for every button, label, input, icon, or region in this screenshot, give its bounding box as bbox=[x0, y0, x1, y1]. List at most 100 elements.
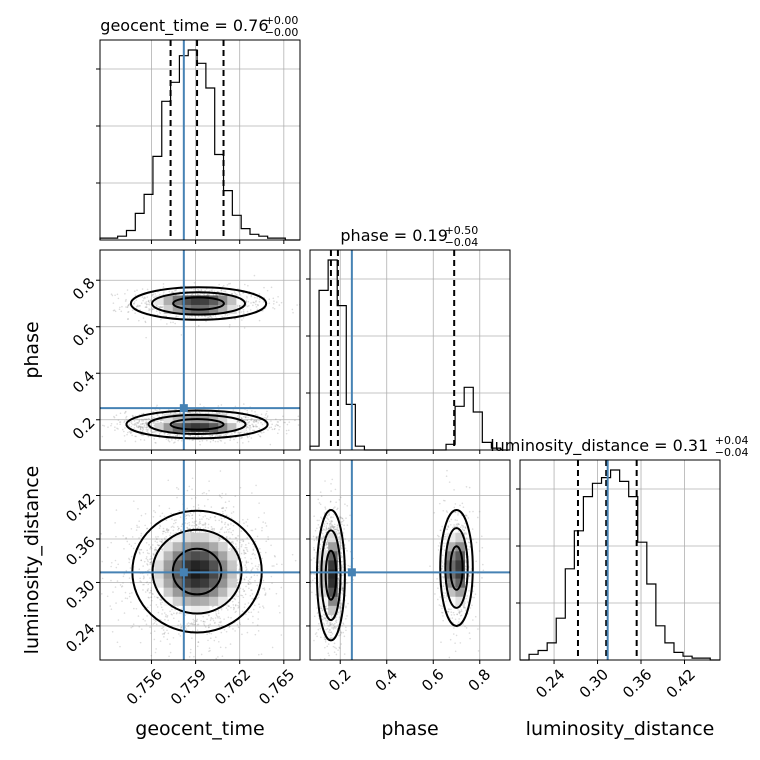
sample-point bbox=[235, 610, 237, 613]
sample-point bbox=[225, 493, 227, 495]
sample-point bbox=[217, 411, 219, 414]
sample-point bbox=[294, 419, 296, 422]
sample-point bbox=[198, 531, 201, 533]
sample-point bbox=[164, 538, 166, 541]
sample-point bbox=[262, 521, 264, 523]
sample-point bbox=[156, 544, 159, 546]
sample-point bbox=[252, 615, 254, 618]
sample-point bbox=[151, 599, 153, 602]
sample-point bbox=[152, 417, 155, 419]
sample-point bbox=[238, 311, 240, 314]
sample-point bbox=[247, 426, 249, 429]
sample-point bbox=[211, 527, 214, 530]
sample-point bbox=[324, 408, 326, 410]
sample-point bbox=[146, 569, 149, 572]
sample-point bbox=[240, 437, 242, 439]
sample-point bbox=[146, 527, 148, 530]
sample-point bbox=[246, 435, 249, 438]
sample-point bbox=[221, 315, 223, 318]
sample-point bbox=[125, 537, 127, 540]
sample-point bbox=[128, 425, 130, 427]
sample-point bbox=[145, 303, 148, 305]
sample-point bbox=[217, 617, 219, 619]
sample-point bbox=[189, 512, 192, 514]
sample-point bbox=[89, 436, 91, 438]
sample-point bbox=[158, 527, 161, 529]
sample-point bbox=[146, 422, 148, 425]
sample-point bbox=[215, 293, 218, 296]
sample-point bbox=[231, 540, 234, 543]
sample-point bbox=[244, 546, 247, 549]
sample-point bbox=[207, 626, 210, 629]
sample-point bbox=[219, 439, 222, 442]
sample-point bbox=[128, 557, 130, 560]
sample-point bbox=[208, 480, 210, 482]
sample-point bbox=[255, 421, 257, 423]
sample-point bbox=[116, 580, 119, 582]
density-cell bbox=[190, 560, 201, 570]
sample-point bbox=[252, 425, 255, 428]
sample-point bbox=[223, 618, 225, 620]
sample-point bbox=[261, 557, 263, 560]
sample-point bbox=[240, 552, 243, 555]
sample-point bbox=[237, 420, 240, 423]
sample-point bbox=[151, 560, 153, 563]
sample-point bbox=[159, 525, 162, 528]
density-cell bbox=[190, 569, 201, 579]
sample-point bbox=[166, 528, 168, 530]
sample-point bbox=[221, 507, 223, 509]
sample-point bbox=[174, 438, 177, 441]
sample-point bbox=[150, 310, 153, 312]
sample-point bbox=[207, 624, 210, 627]
sample-point bbox=[116, 293, 119, 296]
sample-point bbox=[242, 518, 244, 521]
sample-point bbox=[191, 517, 194, 520]
sample-point bbox=[123, 573, 126, 575]
sample-point bbox=[274, 425, 277, 427]
sample-point bbox=[179, 623, 182, 626]
sample-point bbox=[226, 284, 229, 286]
sample-point bbox=[207, 293, 209, 296]
sample-point bbox=[220, 520, 223, 523]
sample-point bbox=[145, 423, 148, 426]
sample-point bbox=[139, 577, 141, 580]
sample-point bbox=[260, 413, 263, 416]
sample-point bbox=[256, 535, 259, 538]
sample-point bbox=[218, 621, 221, 624]
sample-point bbox=[272, 303, 275, 305]
sample-point bbox=[151, 431, 154, 434]
sample-point bbox=[147, 596, 150, 599]
sample-point bbox=[141, 288, 144, 290]
sample-point bbox=[198, 514, 201, 517]
sample-point bbox=[146, 589, 149, 591]
sample-point bbox=[195, 523, 197, 526]
sample-point bbox=[147, 417, 150, 420]
sample-point bbox=[191, 524, 193, 527]
sample-point bbox=[142, 420, 145, 422]
sample-point bbox=[234, 598, 237, 601]
sample-point bbox=[150, 589, 152, 592]
sample-point bbox=[141, 430, 144, 433]
sample-point bbox=[176, 611, 178, 614]
sample-point bbox=[230, 523, 232, 525]
sample-point bbox=[153, 549, 156, 552]
sample-point bbox=[214, 610, 217, 613]
sample-point bbox=[244, 603, 246, 605]
sample-point bbox=[203, 623, 205, 625]
sample-point bbox=[142, 299, 144, 302]
sample-point bbox=[177, 488, 180, 490]
sample-point bbox=[233, 291, 236, 293]
sample-point bbox=[179, 635, 182, 637]
sample-point bbox=[225, 434, 228, 437]
sample-point bbox=[145, 428, 148, 431]
sample-point bbox=[132, 415, 135, 417]
sample-point bbox=[242, 310, 245, 313]
sample-point bbox=[127, 304, 130, 307]
sample-point bbox=[180, 626, 183, 629]
sample-point bbox=[191, 488, 193, 491]
sample-point bbox=[121, 305, 123, 308]
sample-point bbox=[229, 528, 231, 530]
sample-point bbox=[207, 498, 209, 501]
sample-point bbox=[111, 630, 114, 633]
sample-point bbox=[247, 300, 250, 303]
